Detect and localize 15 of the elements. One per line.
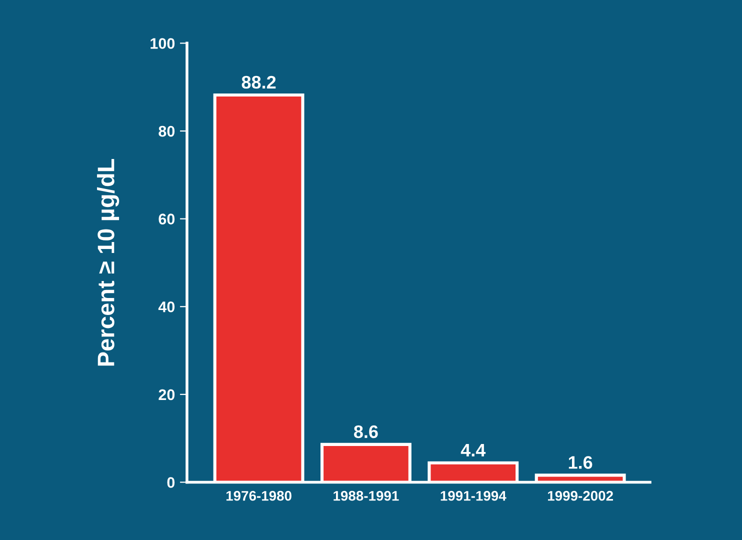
y-tick-label: 60	[158, 214, 175, 224]
y-tick-label: 100	[150, 38, 175, 49]
data-label: 8.6	[354, 425, 378, 438]
data-label: 4.4	[460, 444, 486, 456]
data-label: 1.6	[568, 456, 592, 469]
y-tick-label: 80	[158, 126, 175, 137]
y-tick-label: 40	[158, 301, 175, 312]
x-tick-label: 1976-1980	[226, 490, 292, 501]
y-axis-title: Percent ≥ 10 µg/dL	[97, 158, 120, 366]
x-tick-label: 1999-2002	[548, 490, 613, 501]
x-tick-label: 1991-1994	[440, 490, 506, 501]
y-tick-label: 20	[158, 389, 175, 400]
x-tick-label: 1988-1991	[334, 490, 399, 501]
data-label: 88.2	[242, 76, 276, 89]
y-tick-label: 0	[167, 477, 175, 488]
